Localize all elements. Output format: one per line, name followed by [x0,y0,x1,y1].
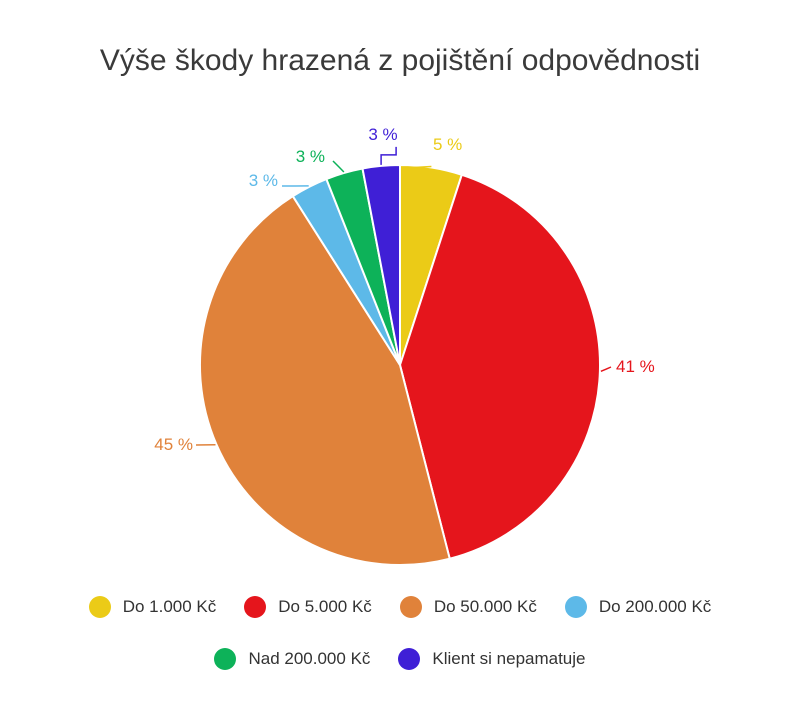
legend-item-klient-si-nepamatuje: Klient si nepamatuje [398,648,586,670]
legend-item-nad-200-000-kc: Nad 200.000 Kč [214,648,370,670]
data-label-do-200-000-kc: 3 % [249,171,278,190]
legend-swatch [88,596,111,618]
legend-label: Do 5.000 Kč [278,597,372,616]
legend-swatch [564,596,587,618]
data-label-do-1-000-kc: 5 % [433,135,462,154]
legend-item-do-5-000-kc: Do 5.000 Kč [244,596,372,618]
data-label-do-50-000-kc: 45 % [154,435,193,454]
leader-line-do-5-000-kc [600,366,612,372]
legend-swatch [399,596,422,618]
legend-item-do-1-000-kc: Do 1.000 Kč [88,596,217,618]
legend-row: Do 1.000 Kč Do 5.000 Kč Do 50.000 Kč Do 200… [0,596,800,618]
leader-line-klient-si-nepamatuje [380,146,397,165]
legend-item-do-50-000-kc: Do 50.000 Kč [399,596,537,618]
pie-slice-klient-si-nepamatuje [361,163,401,366]
legend-label: Nad 200.000 Kč [248,649,371,668]
legend-swatch [398,648,421,670]
pie-slice-do-5-000-kc [398,173,601,560]
legend-swatch [244,596,267,618]
legend-label: Klient si nepamatuje [432,649,586,668]
data-label-klient-si-nepamatuje: 3 % [368,125,397,144]
legend-label: Do 200.000 Kč [598,597,712,616]
legend-swatch [214,648,237,670]
leader-line-do-1-000-kc [404,165,432,169]
legend-label: Do 50.000 Kč [433,597,537,616]
legend-label: Do 1.000 Kč [122,597,217,616]
leader-line-nad-200-000-kc [332,160,345,173]
data-label-do-5-000-kc: 41 % [616,357,655,376]
legend-row: Nad 200.000 Kč Klient si nepamatuje [0,648,800,670]
data-label-nad-200-000-kc: 3 % [296,147,325,166]
legend-item-do-200-000-kc: Do 200.000 Kč [564,596,712,618]
pie-slice-do-50-000-kc [198,194,451,566]
chart-title: Výše škody hrazená z pojištění odpovědno… [99,44,701,77]
